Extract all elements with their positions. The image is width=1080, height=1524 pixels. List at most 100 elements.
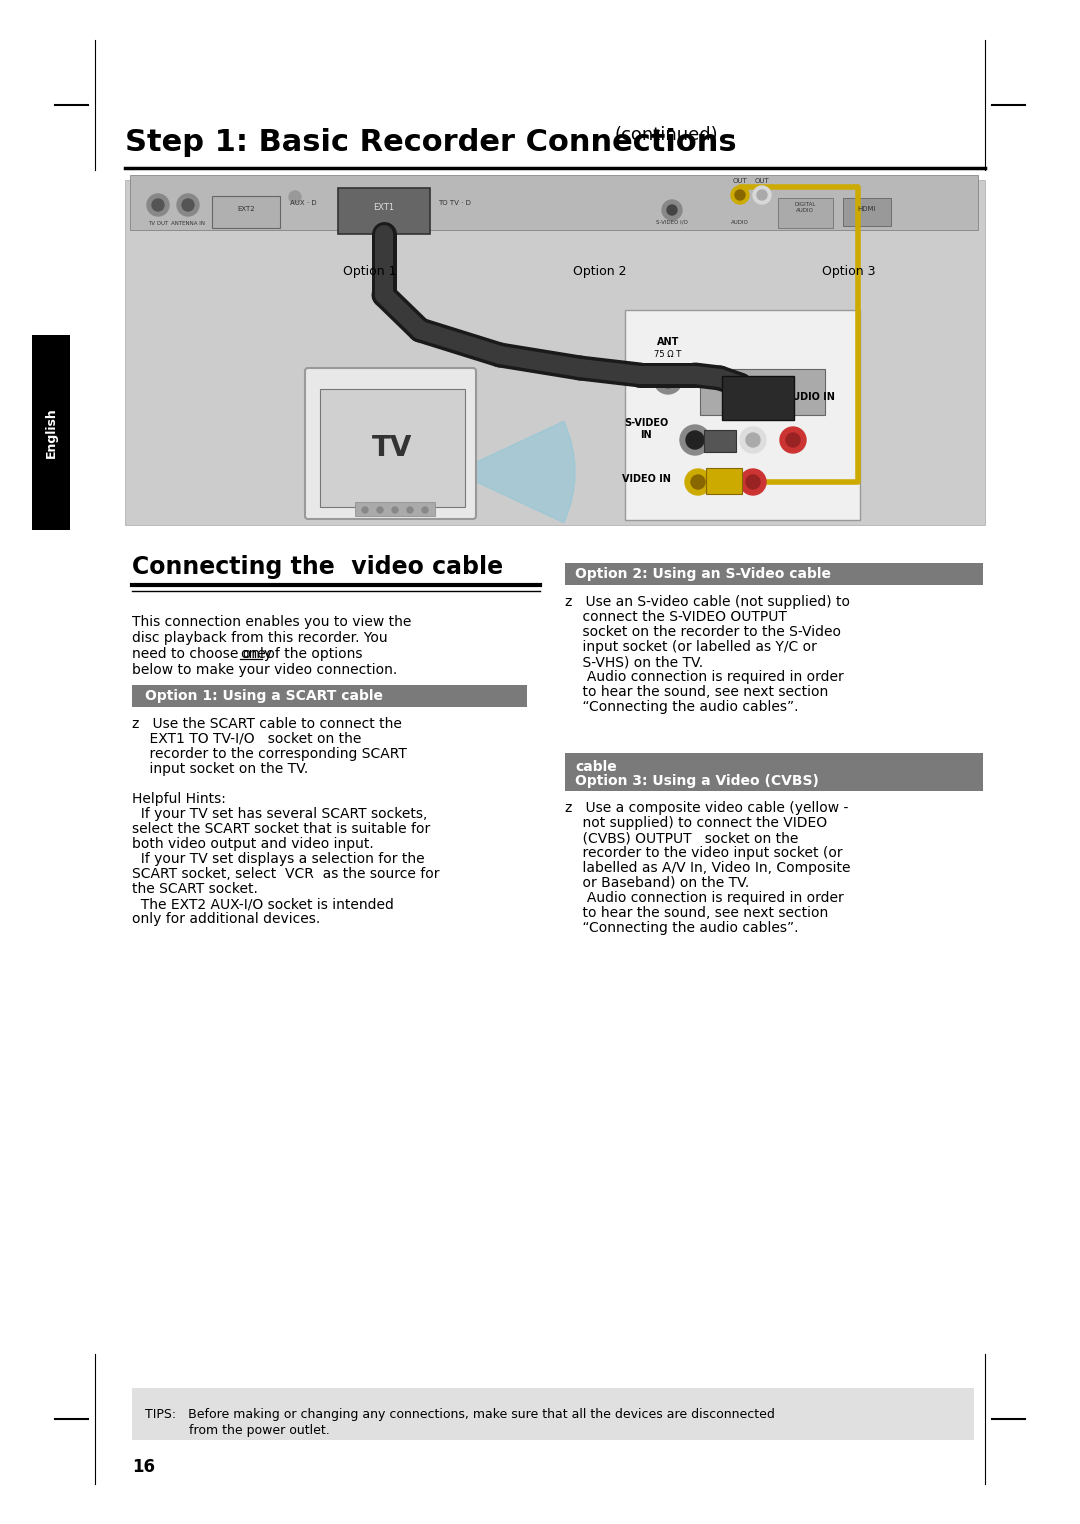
Text: TV OUT: TV OUT	[148, 221, 168, 226]
Text: S-VHS) on the TV.: S-VHS) on the TV.	[565, 655, 703, 669]
Bar	[338, 187, 430, 235]
Circle shape	[407, 507, 413, 514]
Text: DIGITAL
AUDIO: DIGITAL AUDIO	[794, 203, 815, 213]
Bar	[125, 180, 985, 524]
Text: Option 2: Using an S-Video cable: Option 2: Using an S-Video cable	[575, 567, 831, 581]
Circle shape	[362, 507, 368, 514]
Text: one: one	[240, 648, 266, 661]
Circle shape	[680, 425, 710, 456]
Text: disc playback from this recorder. You: disc playback from this recorder. You	[132, 631, 388, 645]
Circle shape	[177, 194, 199, 216]
Text: AUX · D: AUX · D	[289, 200, 316, 206]
Text: Step 1: Basic Recorder Connections: Step 1: Basic Recorder Connections	[125, 128, 737, 157]
Text: connect the S-VIDEO OUTPUT: connect the S-VIDEO OUTPUT	[565, 610, 787, 623]
Text: (CVBS) OUTPUT   socket on the: (CVBS) OUTPUT socket on the	[565, 831, 798, 844]
Text: Audio connection is required in order: Audio connection is required in order	[565, 671, 843, 684]
Bar	[778, 198, 833, 229]
Bar	[355, 501, 435, 517]
Text: English: English	[44, 407, 57, 459]
Text: “Connecting the audio cables”.: “Connecting the audio cables”.	[565, 920, 798, 936]
Circle shape	[667, 206, 677, 215]
Text: select the SCART socket that is suitable for: select the SCART socket that is suitable…	[132, 821, 430, 837]
Text: from the power outlet.: from the power outlet.	[145, 1423, 329, 1437]
Text: input socket (or labelled as Y/C or: input socket (or labelled as Y/C or	[565, 640, 816, 654]
Text: OUT: OUT	[755, 178, 769, 184]
Text: TO TV · D: TO TV · D	[438, 200, 472, 206]
Circle shape	[780, 427, 806, 453]
Text: Option 1: Using a SCART cable: Option 1: Using a SCART cable	[145, 689, 383, 703]
Text: recorder to the video input socket (or: recorder to the video input socket (or	[565, 846, 842, 860]
Text: to hear the sound, see next section: to hear the sound, see next section	[565, 684, 828, 700]
Bar	[565, 753, 983, 791]
Text: only for additional devices.: only for additional devices.	[132, 911, 321, 927]
Text: Option 1: Option 1	[343, 265, 396, 277]
Circle shape	[746, 475, 760, 489]
Text: the SCART socket.: the SCART socket.	[132, 882, 258, 896]
Bar	[625, 309, 860, 520]
Circle shape	[757, 190, 767, 200]
Text: HDMI: HDMI	[858, 206, 876, 212]
Bar	[320, 389, 465, 507]
Text: AUDIO: AUDIO	[731, 219, 748, 226]
Bar	[723, 376, 794, 421]
Circle shape	[735, 190, 745, 200]
Text: not supplied) to connect the VIDEO: not supplied) to connect the VIDEO	[565, 815, 827, 831]
Text: recorder to the corresponding SCART: recorder to the corresponding SCART	[132, 747, 407, 760]
Circle shape	[147, 194, 168, 216]
Text: TV: TV	[372, 434, 413, 462]
Text: below to make your video connection.: below to make your video connection.	[132, 663, 397, 677]
Text: “Connecting the audio cables”.: “Connecting the audio cables”.	[565, 700, 798, 715]
Text: EXT1: EXT1	[374, 203, 394, 212]
Text: AUDIO IN: AUDIO IN	[785, 392, 835, 402]
Circle shape	[685, 469, 711, 495]
Text: z   Use a composite video cable (yellow -: z Use a composite video cable (yellow -	[565, 802, 849, 815]
Text: of the options: of the options	[262, 648, 363, 661]
Text: TIPS:   Before making or changing any connections, make sure that all the device: TIPS: Before making or changing any conn…	[145, 1408, 774, 1420]
Text: 16: 16	[132, 1458, 156, 1477]
Circle shape	[152, 200, 164, 210]
Text: Option 3: Using a Video (CVBS): Option 3: Using a Video (CVBS)	[575, 774, 819, 788]
Text: The EXT2 AUX-I/O socket is intended: The EXT2 AUX-I/O socket is intended	[132, 898, 394, 911]
Text: 75 Ω T: 75 Ω T	[654, 351, 681, 360]
Circle shape	[786, 433, 800, 447]
Text: to hear the sound, see next section: to hear the sound, see next section	[565, 905, 828, 920]
Text: S-VIDEO I/O: S-VIDEO I/O	[656, 219, 688, 226]
Text: VIDEO IN: VIDEO IN	[622, 474, 671, 485]
Text: EXT2: EXT2	[238, 206, 255, 212]
Text: z   Use the SCART cable to connect the: z Use the SCART cable to connect the	[132, 716, 402, 732]
Text: cable: cable	[575, 760, 617, 774]
Text: Audio connection is required in order: Audio connection is required in order	[565, 892, 843, 905]
Text: OUT: OUT	[732, 178, 747, 184]
Bar	[704, 430, 735, 453]
Circle shape	[665, 376, 671, 383]
Bar	[32, 335, 70, 530]
Bar	[700, 369, 825, 415]
Text: If your TV set displays a selection for the: If your TV set displays a selection for …	[132, 852, 424, 866]
Bar	[212, 197, 280, 229]
Bar	[565, 562, 983, 585]
Text: need to choose only: need to choose only	[132, 648, 276, 661]
Circle shape	[377, 507, 383, 514]
Text: This connection enables you to view the: This connection enables you to view the	[132, 616, 411, 629]
Bar	[130, 175, 978, 230]
Text: labelled as A/V In, Video In, Composite: labelled as A/V In, Video In, Composite	[565, 861, 851, 875]
Text: z   Use an S-video cable (not supplied) to: z Use an S-video cable (not supplied) to	[565, 594, 850, 610]
Text: Helpful Hints:: Helpful Hints:	[132, 792, 226, 806]
Circle shape	[662, 200, 681, 219]
Text: or Baseband) on the TV.: or Baseband) on the TV.	[565, 876, 750, 890]
Text: (continued): (continued)	[615, 126, 717, 143]
Circle shape	[289, 190, 301, 203]
Text: If your TV set has several SCART sockets,: If your TV set has several SCART sockets…	[132, 808, 428, 821]
Text: SCART socket, select  VCR  as the source for: SCART socket, select VCR as the source f…	[132, 867, 440, 881]
FancyBboxPatch shape	[305, 367, 476, 520]
Bar	[132, 684, 527, 707]
Text: both video output and video input.: both video output and video input.	[132, 837, 374, 850]
Circle shape	[686, 431, 704, 450]
Circle shape	[392, 507, 399, 514]
Circle shape	[654, 366, 681, 395]
Bar	[843, 198, 891, 226]
Circle shape	[740, 469, 766, 495]
Text: ANTENNA IN: ANTENNA IN	[171, 221, 205, 226]
Circle shape	[183, 200, 194, 210]
Bar	[132, 1388, 974, 1440]
